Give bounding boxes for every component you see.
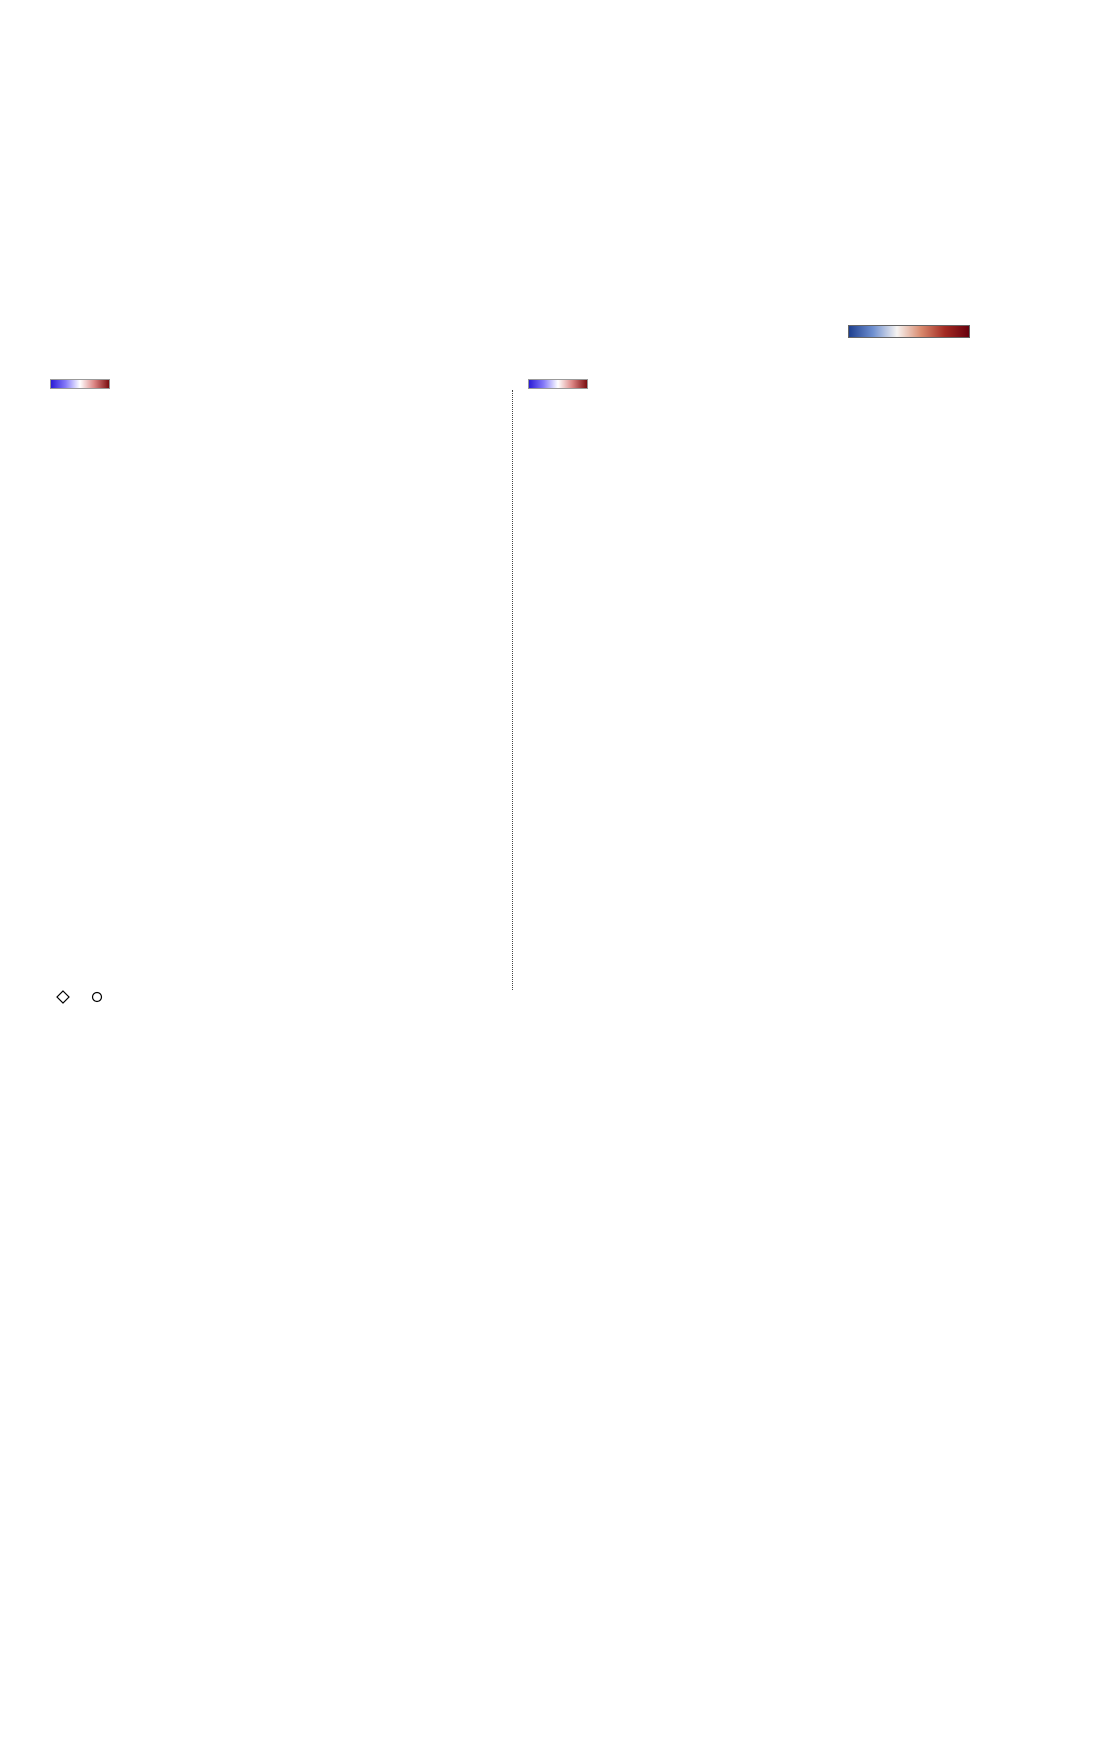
panel-b-colorbar [848, 322, 970, 339]
colorbar-gradient [848, 325, 970, 338]
panel-a [0, 0, 546, 372]
panel-b [548, 4, 1099, 376]
network-legend [56, 990, 111, 1004]
footer-bar [0, 1723, 1099, 1737]
transcription-factor-icon [56, 990, 70, 1004]
colorbar-ml-network [528, 378, 588, 390]
colorbar-gradient [528, 379, 588, 389]
column-divider [512, 390, 513, 990]
panel-c [0, 378, 1099, 1014]
color-swatch-panel [0, 1026, 1099, 1586]
colorbar-masc-network [50, 378, 110, 390]
target-gene-icon [91, 991, 103, 1003]
colorbar-gradient [50, 379, 110, 389]
